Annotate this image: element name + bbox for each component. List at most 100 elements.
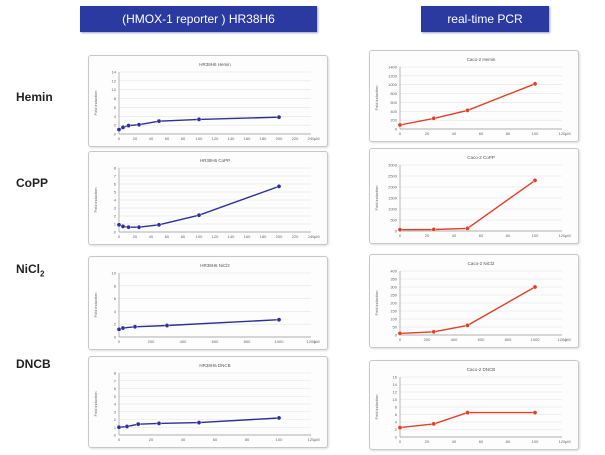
y-tick-label: 1200 <box>388 73 398 78</box>
y-tick-label: 350 <box>390 277 397 282</box>
y-tick-label: 600 <box>390 100 397 105</box>
y-tick-label: 5 <box>114 394 117 399</box>
data-point <box>532 284 538 290</box>
x-tick-label: 800 <box>505 337 512 342</box>
x-tick-label: 180 <box>260 234 267 239</box>
series-line <box>399 179 536 231</box>
x-tick-label: 60 <box>165 234 170 239</box>
y-tick-label: 250 <box>390 293 397 298</box>
y-tick-label: 2 <box>114 417 117 422</box>
data-point <box>136 224 142 230</box>
chart-panel-reporter-dncb: HR38H6 DNCB 0 1 2 3 4 5 6 7 8 0 20 40 60 80 100 120 μM Fol… <box>88 356 328 448</box>
series-line <box>118 319 280 330</box>
data-point <box>124 424 130 429</box>
data-point <box>397 122 403 128</box>
x-tick-label: 80 <box>506 439 511 444</box>
x-tick-label: 120 <box>559 131 566 136</box>
y-tick-label: 0 <box>114 132 117 137</box>
data-point <box>397 331 403 336</box>
chart-title: HR38H6 NiCl2 <box>200 263 230 268</box>
chart-title: Caco-2 DNCB <box>467 367 496 372</box>
data-point <box>465 323 470 328</box>
data-point <box>465 410 470 415</box>
y-tick-label: 500 <box>390 218 397 223</box>
x-tick-label: 0 <box>118 234 121 239</box>
x-tick-label: 40 <box>452 233 457 238</box>
chart-pcr-dncb: Caco-2 DNCB 0 2 4 6 8 10 12 14 16 0 20 40 60 80 100 120 μ… <box>374 367 571 444</box>
data-point <box>465 226 470 231</box>
y-tick-label: 16 <box>393 375 398 380</box>
y-tick-label: 6 <box>114 182 117 187</box>
x-tick-label: 200 <box>148 339 155 344</box>
x-tick-label: 100 <box>276 437 283 442</box>
chart-title: HR38H6 Hemin <box>199 62 231 67</box>
y-axis-label: Fold induction <box>93 392 98 417</box>
x-tick-label: 40 <box>452 439 457 444</box>
data-point <box>431 116 437 121</box>
y-tick-label: 12 <box>393 390 398 395</box>
y-tick-label: 14 <box>112 70 117 75</box>
y-tick-label: 4 <box>395 420 398 425</box>
x-tick-label: 80 <box>506 131 511 136</box>
data-point <box>120 325 126 331</box>
y-tick-label: 10 <box>112 271 117 276</box>
chart-title: HR38H6 DNCB <box>199 363 230 368</box>
y-axis-label: Fold induction <box>93 293 98 318</box>
x-tick-label: 120 <box>559 233 566 238</box>
y-tick-label: 3 <box>114 206 117 211</box>
y-tick-label: 6 <box>395 412 398 417</box>
y-axis-label: Fold induction <box>374 186 379 211</box>
y-tick-label: 0 <box>114 335 117 340</box>
x-tick-label: 160 <box>244 234 251 239</box>
x-tick-label: 20 <box>425 233 430 238</box>
data-point <box>120 224 126 229</box>
y-axis-label: Fold induction <box>374 395 379 420</box>
x-tick-label: 40 <box>149 234 154 239</box>
x-unit-label: μM <box>565 233 571 238</box>
data-point <box>276 415 282 421</box>
x-tick-label: 240 <box>308 234 315 239</box>
y-tick-label: 0 <box>114 433 117 438</box>
chart-panel-pcr-dncb: Caco-2 DNCB 0 2 4 6 8 10 12 14 16 0 20 40 60 80 100 120 μ… <box>369 360 579 450</box>
data-point <box>135 421 141 427</box>
y-axis-label: Fold induction <box>374 291 379 316</box>
row-label-sub: 2 <box>40 269 45 279</box>
chart-panel-reporter-hemin: HR38H6 Hemin 0 2 4 6 8 10 12 14 0 20 40 60 80 100 120 14… <box>88 55 328 147</box>
x-tick-label: 20 <box>133 234 138 239</box>
y-tick-label: 8 <box>114 96 117 101</box>
y-tick-label: 200 <box>390 118 397 123</box>
y-tick-label: 300 <box>390 285 397 290</box>
x-tick-label: 100 <box>532 233 539 238</box>
data-point <box>164 323 170 328</box>
x-tick-label: 400 <box>451 337 458 342</box>
x-unit-label: μM <box>314 339 320 344</box>
data-point <box>156 118 162 124</box>
row-label-dncb: DNCB <box>16 357 51 373</box>
x-tick-label: 60 <box>479 131 484 136</box>
y-tick-label: 10 <box>112 87 117 92</box>
header-reporter: (HMOX-1 reporter ) HR38H6 <box>80 6 317 32</box>
series-line <box>399 411 535 429</box>
y-tick-label: 5 <box>114 190 117 195</box>
x-tick-label: 0 <box>399 337 402 342</box>
y-tick-label: 8 <box>114 166 117 171</box>
chart-pcr-hemin: Caco-2 Hemin 0 200 400 600 800 1000 1200 1400 0 20… <box>374 57 571 136</box>
data-point <box>196 212 202 218</box>
x-tick-label: 800 <box>244 339 251 344</box>
data-point <box>532 178 538 183</box>
x-tick-label: 160 <box>244 136 251 141</box>
x-tick-label: 100 <box>196 136 203 141</box>
y-tick-label: 14 <box>393 382 398 387</box>
x-unit-label: μM <box>314 437 320 442</box>
y-tick-label: 10 <box>393 397 398 402</box>
y-tick-label: 50 <box>393 325 398 330</box>
x-tick-label: 20 <box>149 437 154 442</box>
y-tick-label: 2500 <box>388 174 398 179</box>
y-tick-label: 7 <box>114 174 117 179</box>
x-tick-label: 120 <box>212 234 219 239</box>
x-tick-label: 60 <box>165 136 170 141</box>
y-tick-label: 6 <box>114 386 117 391</box>
x-tick-label: 220 <box>292 234 299 239</box>
x-tick-label: 40 <box>181 437 186 442</box>
y-tick-label: 4 <box>114 309 117 314</box>
